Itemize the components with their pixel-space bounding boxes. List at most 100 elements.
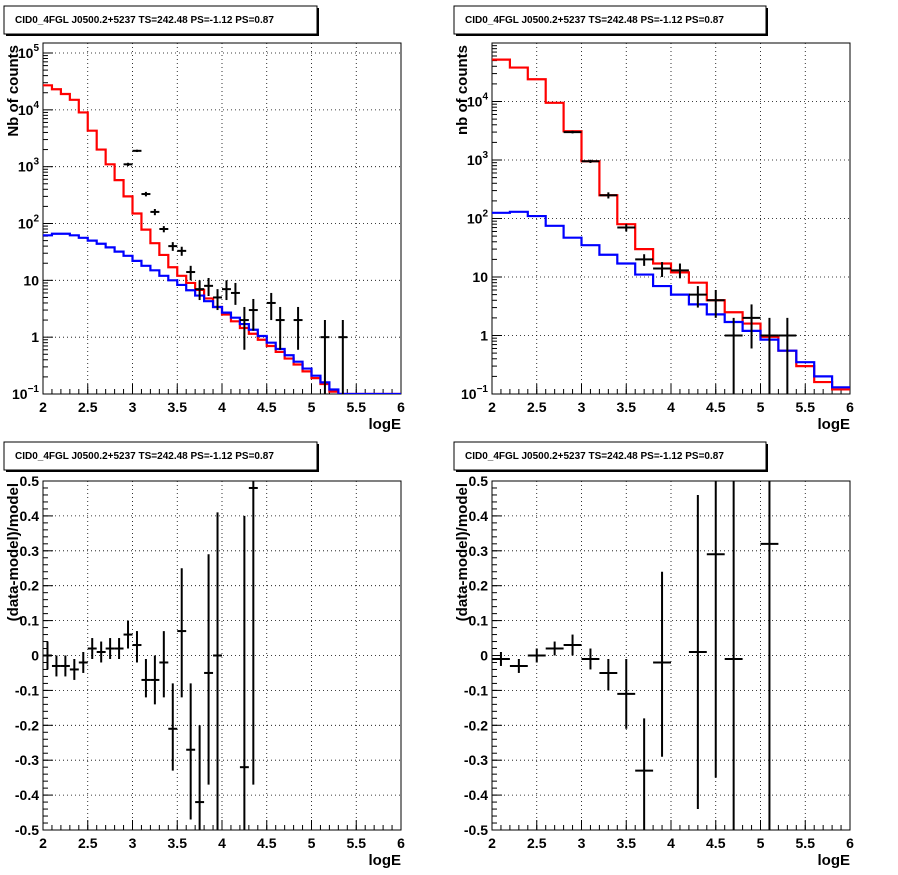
data-point [114,638,124,659]
data-point [653,262,671,277]
y-tick-label: 1 [480,328,488,344]
data-point [599,658,618,691]
y-axis-label: nb of counts [454,45,471,135]
y-tick-label: 10−1 [12,384,39,402]
x-tick-label: 4.5 [257,399,277,415]
title-box [3,441,318,471]
data-point [213,512,222,830]
data-point [581,159,600,163]
plot-area [43,481,258,830]
data-point [509,658,528,673]
plot-area [43,84,401,394]
data-point [105,638,115,659]
y-tick-label: 10 [472,269,488,285]
x-tick-label: 3.5 [168,835,188,851]
y-tick-label: 10−1 [461,384,488,402]
y-tick-label: 103 [18,157,40,175]
y-tick-label: 10 [23,272,39,288]
data-point [186,265,196,281]
data-point [617,658,636,729]
x-tick-label: 6 [846,399,854,415]
chart-title: CID0_4FGL J0500.2+5237 TS=242.48 PS=-1.1… [15,451,274,462]
y-tick-label: 0.2 [20,578,40,594]
x-axis-label: logE [369,416,402,433]
x-tick-label: 3 [578,399,586,415]
data-point [563,130,582,134]
x-tick-label: 2 [488,399,496,415]
x-tick-label: 4.5 [257,835,277,851]
x-tick-label: 4.5 [706,835,726,851]
data-point [177,568,187,698]
x-tick-label: 5 [757,399,765,415]
x-tick-label: 3 [578,835,586,851]
data-point [635,254,654,266]
data-point [195,280,205,301]
y-tick-label: -0.4 [464,787,488,803]
x-tick-label: 4.5 [706,399,726,415]
y-tick-label: 0 [480,648,488,664]
data-point [60,655,70,677]
x-tick-label: 5 [308,399,316,415]
data-point [266,292,276,321]
data-point [141,658,151,698]
y-tick-label: 0.3 [20,543,40,559]
y-tick-label: 103 [467,150,489,168]
x-tick-label: 4 [218,399,226,415]
data-point [706,289,725,318]
y-tick-label: 0.3 [469,543,489,559]
y-tick-label: -0.5 [15,822,39,838]
data-point [204,554,214,785]
y-tick-label: 0.4 [469,508,489,524]
data-point [545,641,564,656]
data-point [724,317,743,394]
data-point [150,655,160,705]
data-point [123,162,133,166]
y-tick-label: 0.1 [469,613,489,629]
data-point [96,641,106,663]
data-point [599,192,618,199]
x-tick-label: 3.5 [617,835,637,851]
data-point [248,298,258,331]
data-point [492,652,510,666]
data-point [123,620,133,649]
y-tick-label: 0.1 [20,613,40,629]
data-point [204,277,214,297]
data-point [168,683,178,771]
x-tick-label: 5.5 [796,835,816,851]
data-point [222,280,231,301]
data-point [275,306,285,350]
x-tick-label: 2 [39,399,47,415]
x-tick-label: 5.5 [796,399,816,415]
data-point [581,648,600,670]
y-axis-label: Nb of counts [5,45,22,137]
y-tick-label: 104 [467,92,489,110]
x-axis-label: logE [818,416,851,433]
x-tick-label: 4 [218,835,226,851]
x-tick-label: 2 [488,835,496,851]
y-tick-label: 0 [31,648,39,664]
data-point [778,317,797,394]
series-histogram-2 [43,232,401,394]
data-point [168,242,178,251]
data-point [239,515,249,830]
data-point [195,725,205,830]
chart-title: CID0_4FGL J0500.2+5237 TS=242.48 PS=-1.1… [465,15,724,26]
data-point [150,208,160,216]
data-point [43,641,52,670]
y-tick-label: 102 [467,209,489,227]
y-tick-label: -0.5 [464,822,488,838]
y-tick-label: 0.2 [469,578,489,594]
data-point [213,289,222,311]
x-tick-label: 3.5 [168,399,188,415]
data-point [527,648,546,663]
y-tick-label: -0.1 [464,682,488,698]
y-axis-label: (data-model)/model [454,483,471,621]
x-tick-label: 2.5 [527,399,547,415]
title-box [453,441,767,471]
y-tick-label: -0.1 [15,682,39,698]
title-box [453,5,767,35]
data-point [724,481,743,830]
data-point [338,320,348,394]
x-tick-label: 4 [667,399,675,415]
